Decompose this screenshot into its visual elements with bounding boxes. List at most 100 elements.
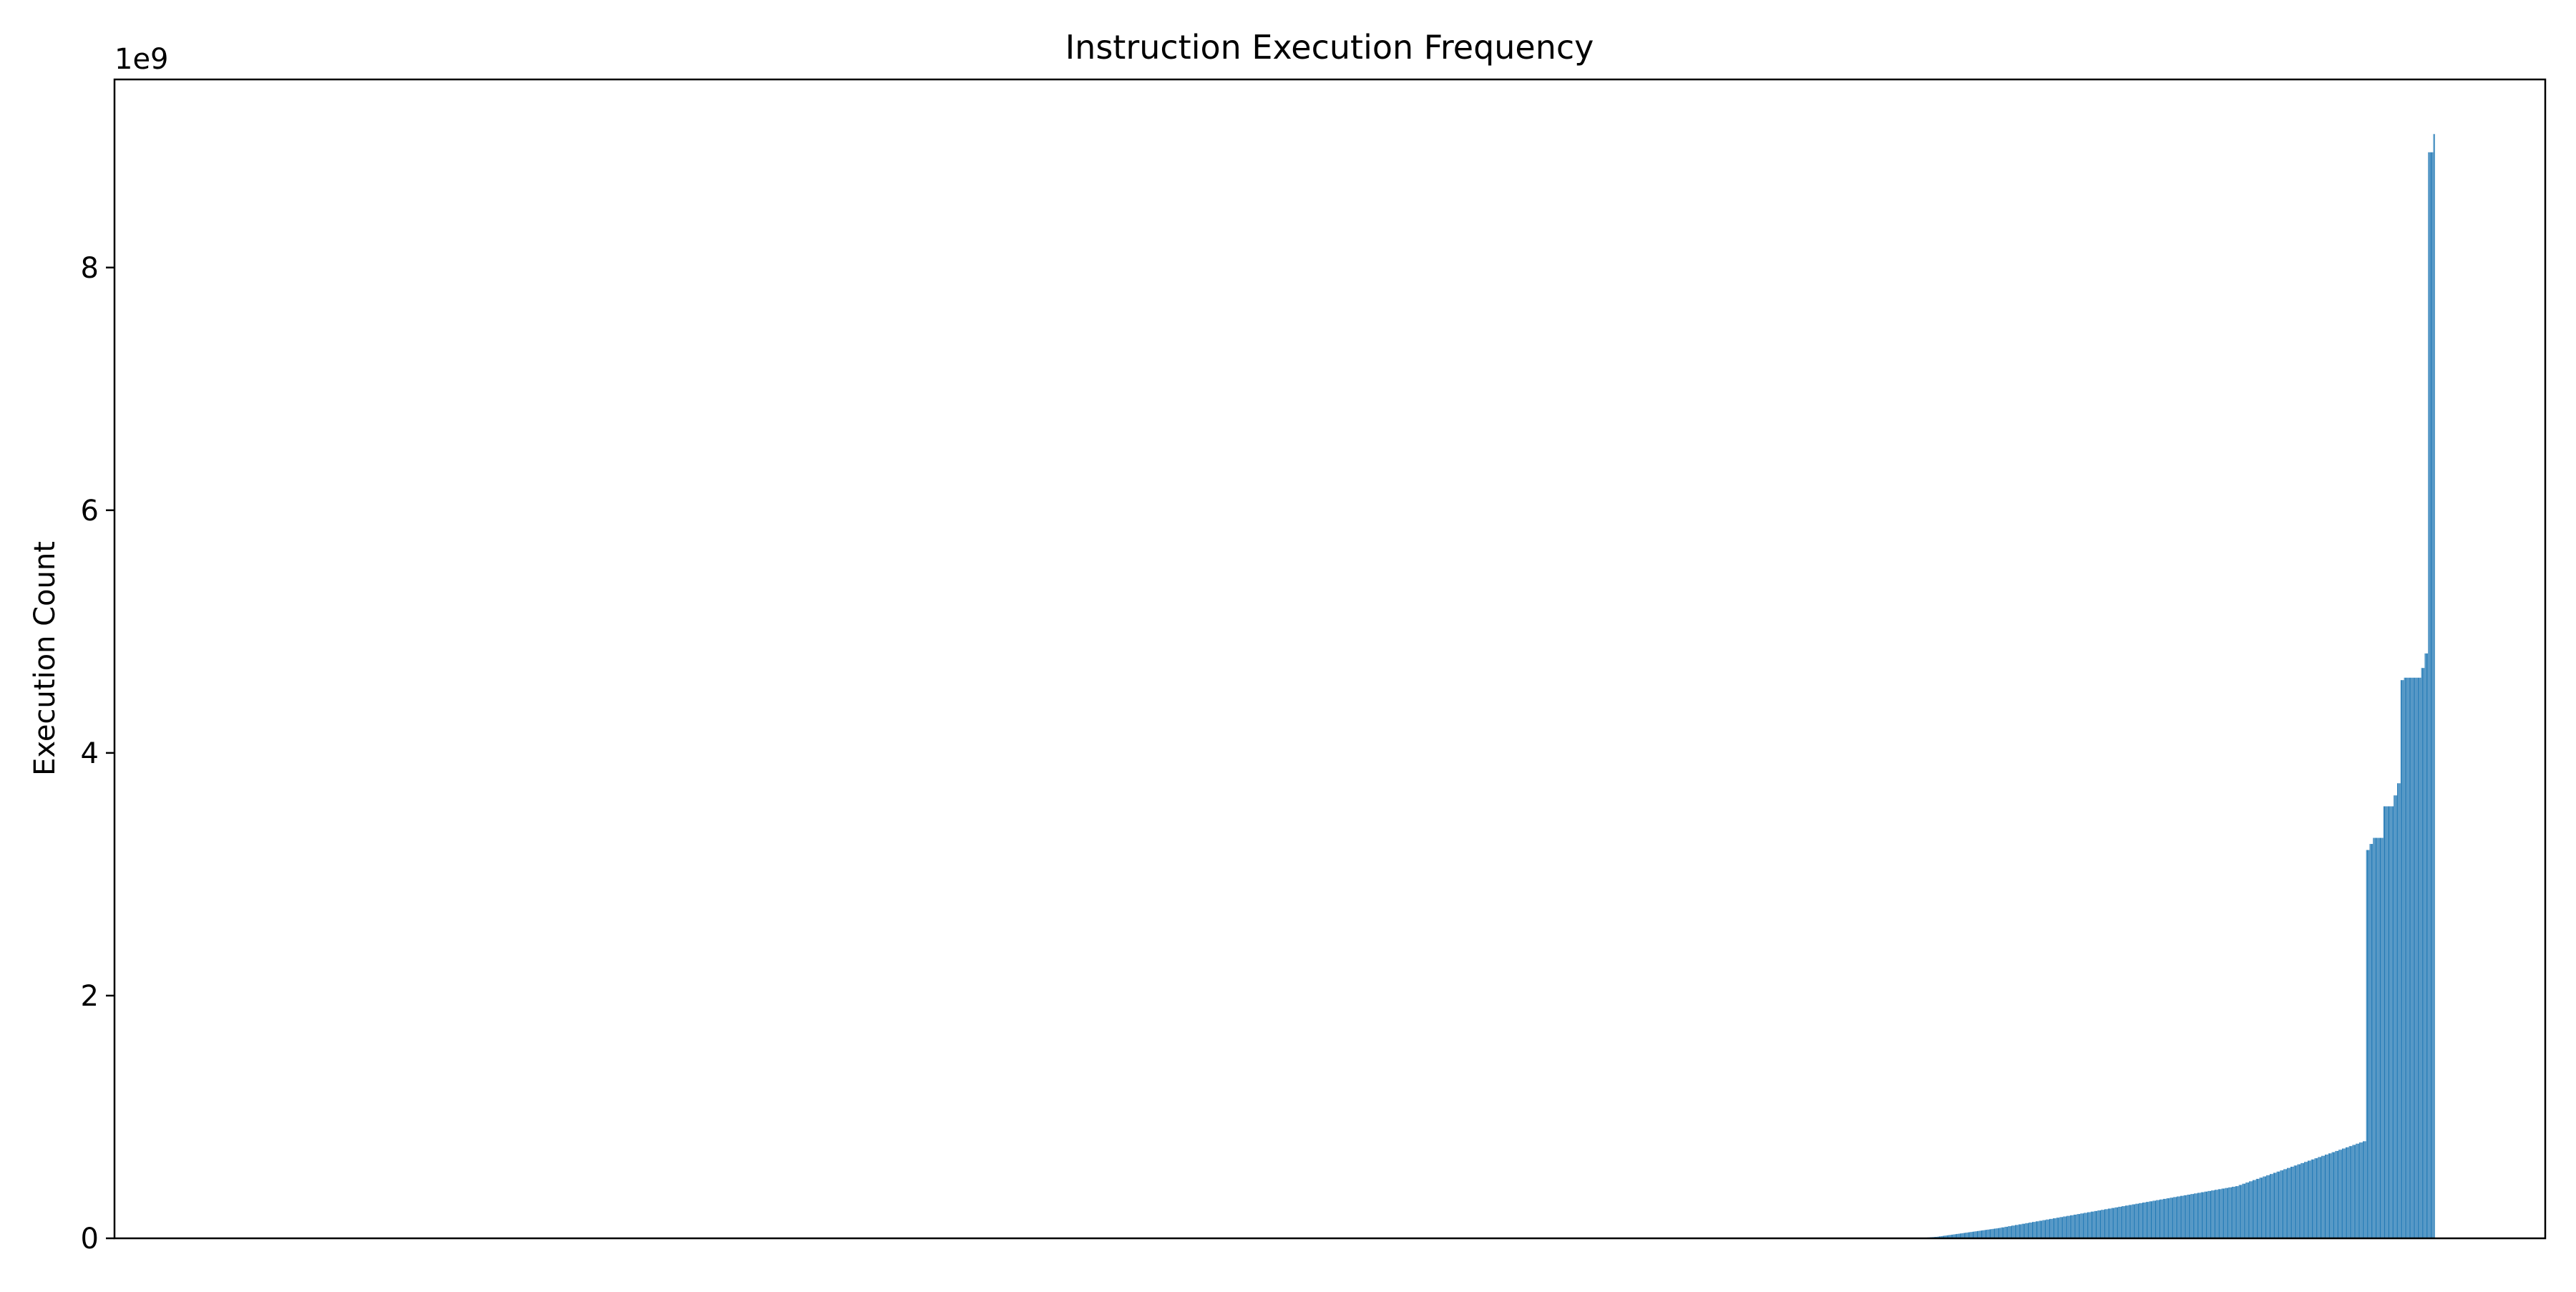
bar (2232, 1186, 2233, 1238)
bar (2206, 1191, 2207, 1238)
bar (2212, 1190, 2214, 1238)
bar (2287, 1167, 2288, 1238)
bar (2175, 1197, 2176, 1238)
bar (2069, 1215, 2070, 1238)
bar (2382, 837, 2384, 1238)
bar (2402, 680, 2404, 1238)
bar (1946, 1235, 1947, 1238)
bar (2109, 1208, 2111, 1238)
bar (1976, 1231, 1977, 1238)
bar (2183, 1195, 2185, 1238)
bar (2041, 1220, 2043, 1238)
bar (2142, 1202, 2143, 1238)
bar (1957, 1233, 1958, 1238)
bar (2309, 1160, 2311, 1238)
bar (2177, 1196, 2179, 1238)
bar (2317, 1158, 2318, 1238)
bar (2267, 1175, 2268, 1238)
bar (2054, 1218, 2056, 1238)
bar (2135, 1203, 2137, 1238)
bar (2194, 1193, 2195, 1238)
bar (2145, 1202, 2147, 1238)
bar (2145, 1202, 2146, 1238)
bar (2404, 677, 2405, 1238)
bar (2104, 1209, 2106, 1238)
bar (2356, 1143, 2358, 1238)
bar (2323, 1155, 2325, 1238)
bar (2266, 1175, 2268, 1238)
bar (2363, 1141, 2365, 1238)
bar (2178, 1196, 2180, 1238)
bar (1991, 1229, 1993, 1238)
bar (2092, 1211, 2094, 1238)
bar (2075, 1214, 2077, 1238)
bar (2008, 1226, 2009, 1238)
bar (2251, 1181, 2253, 1238)
bar (2346, 1147, 2348, 1238)
bar (2000, 1228, 2001, 1238)
bar (2285, 1169, 2286, 1238)
bar (2372, 844, 2373, 1238)
bar (2024, 1223, 2026, 1238)
bar (2077, 1214, 2078, 1238)
bar (2164, 1198, 2165, 1238)
bar (2045, 1220, 2046, 1238)
bar (2243, 1183, 2244, 1238)
bar (1966, 1232, 1968, 1238)
bar (1968, 1232, 1969, 1238)
bar (2131, 1205, 2132, 1238)
bar (1986, 1230, 1988, 1238)
y-axis-label: Execution Count (29, 541, 62, 776)
bar (2088, 1212, 2089, 1238)
bar (1982, 1230, 1984, 1238)
bar (2057, 1218, 2058, 1238)
bar (2260, 1177, 2262, 1238)
bar (2380, 837, 2381, 1238)
bar (2329, 1153, 2330, 1238)
bar (2260, 1177, 2261, 1238)
bar (2143, 1202, 2145, 1238)
bar (2080, 1213, 2082, 1238)
bar (2170, 1198, 2172, 1238)
bar (2162, 1198, 2164, 1238)
bar (2426, 653, 2427, 1238)
bar (2330, 1153, 2331, 1238)
bar (2351, 1146, 2353, 1238)
bar (2052, 1218, 2054, 1238)
bar (2094, 1210, 2095, 1238)
chart-title: Instruction Execution Frequency (1065, 28, 1594, 67)
bar (2156, 1200, 2157, 1238)
bar (2093, 1211, 2094, 1238)
bar (2219, 1189, 2220, 1238)
bar (2391, 806, 2392, 1238)
bar (1948, 1235, 1950, 1238)
bar (2358, 1143, 2359, 1238)
bar (2190, 1194, 2192, 1238)
bar (2318, 1157, 2320, 1238)
bar (2077, 1214, 2079, 1238)
bar (2394, 795, 2396, 1238)
bar (2424, 653, 2426, 1238)
bar (2058, 1218, 2059, 1238)
bar (2211, 1190, 2212, 1238)
y-axis-offset-text: 1e9 (114, 43, 169, 76)
bar (2348, 1146, 2350, 1238)
bar (1959, 1233, 1961, 1238)
bar (2374, 837, 2376, 1238)
bar (2301, 1162, 2303, 1238)
bar (2398, 783, 2399, 1238)
bar (2200, 1193, 2201, 1238)
bar (2055, 1218, 2057, 1238)
bar (2254, 1180, 2255, 1238)
bar (1949, 1235, 1951, 1238)
bar (2065, 1216, 2067, 1238)
bar (2316, 1158, 2317, 1238)
bar (2174, 1197, 2175, 1238)
bar (1963, 1233, 1964, 1238)
bar (1940, 1236, 1941, 1238)
bar (2205, 1191, 2206, 1238)
bar (2169, 1198, 2170, 1238)
bar (2011, 1225, 2013, 1238)
bar (2137, 1203, 2139, 1238)
bar (2240, 1185, 2242, 1238)
